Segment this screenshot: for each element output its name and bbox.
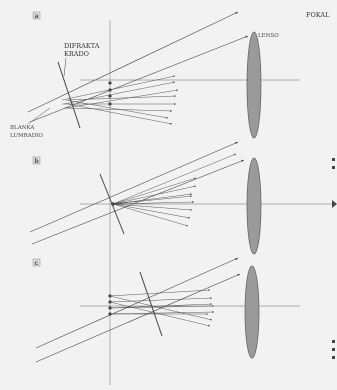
lens-b bbox=[246, 157, 262, 255]
lens-a bbox=[246, 31, 262, 139]
grating-label-line1: DIFRAKTA bbox=[64, 42, 100, 50]
incident-ray-c-2 bbox=[35, 273, 241, 363]
diffracted-ray-b-3 bbox=[112, 185, 197, 205]
panel-tag-b: b bbox=[32, 156, 41, 165]
incident-ray-a-2 bbox=[29, 35, 249, 123]
light-beam-pointer bbox=[27, 107, 51, 125]
edge-mark-c-2 bbox=[332, 348, 335, 351]
grating-label-pointer bbox=[63, 57, 67, 77]
diffracted-ray-b-9 bbox=[112, 195, 193, 205]
lens-label: LENSO bbox=[258, 33, 279, 39]
panel-tag-c-text: c bbox=[35, 260, 39, 267]
edge-mark-a-1 bbox=[332, 158, 335, 161]
focal-plane-label: FOKAL bbox=[306, 11, 330, 19]
grating-label-line2: KRADO bbox=[64, 50, 89, 58]
grating-point-a-3 bbox=[108, 94, 112, 98]
panel-tag-b-text: b bbox=[35, 158, 40, 165]
grating-point-c-4 bbox=[108, 312, 112, 316]
diffracted-ray-c-7 bbox=[109, 303, 213, 309]
incident-ray-c-1 bbox=[35, 257, 239, 349]
diffracted-ray-a-8 bbox=[67, 103, 173, 125]
diffracted-ray-b-8 bbox=[112, 203, 189, 227]
grating-point-a-4 bbox=[108, 102, 112, 106]
panel-tag-a-text: a bbox=[35, 13, 39, 20]
diffracted-ray-a-4 bbox=[67, 95, 177, 101]
grating-point-a-1 bbox=[108, 81, 112, 85]
incident-ray-b-1 bbox=[29, 141, 239, 233]
incident-ray-b-2 bbox=[31, 159, 245, 245]
light-beam-label-line1: BLANKA bbox=[10, 125, 35, 131]
diffraction-grating-c bbox=[139, 271, 163, 337]
edge-marker-b bbox=[332, 200, 337, 208]
diffracted-ray-c-4 bbox=[109, 311, 215, 315]
lens-c bbox=[244, 265, 260, 359]
diffracted-ray-b-1 bbox=[112, 153, 237, 205]
diffracted-ray-a-7 bbox=[65, 99, 169, 119]
diffracted-ray-b-5 bbox=[112, 201, 195, 205]
diffracted-ray-c-2 bbox=[109, 297, 213, 303]
diffracted-ray-c-3 bbox=[109, 305, 215, 309]
grating-point-a-2 bbox=[108, 88, 112, 92]
edge-mark-c-3 bbox=[332, 356, 335, 359]
diffracted-ray-b-4 bbox=[112, 193, 193, 205]
light-beam-label-line2: LUMRADIO bbox=[10, 133, 43, 139]
panel-tag-a: a bbox=[32, 11, 41, 20]
diffraction-grating-a bbox=[57, 61, 81, 129]
panel-a-rays bbox=[27, 11, 335, 169]
grating-point-c-3 bbox=[108, 306, 112, 310]
grating-point-b bbox=[111, 202, 115, 206]
grating-point-c-1 bbox=[108, 294, 112, 298]
diffracted-ray-a-2 bbox=[63, 81, 176, 105]
diffracted-ray-a-1 bbox=[61, 75, 176, 101]
panel-tag-c: c bbox=[32, 258, 41, 267]
diffracted-ray-b-6 bbox=[112, 203, 193, 211]
diffracted-ray-a-3 bbox=[65, 89, 179, 109]
diffracted-ray-b-2 bbox=[112, 177, 197, 205]
grating-point-c-2 bbox=[108, 300, 112, 304]
diffracted-ray-a-6 bbox=[63, 107, 173, 112]
diffracted-ray-b-7 bbox=[112, 203, 191, 219]
edge-mark-c-1 bbox=[332, 340, 335, 343]
diffracted-ray-c-1 bbox=[109, 289, 211, 297]
diffracted-ray-c-5 bbox=[109, 295, 213, 321]
edge-mark-a-2 bbox=[332, 166, 335, 169]
panel-c-rays bbox=[35, 257, 335, 363]
panel-b-rays bbox=[29, 141, 337, 255]
incident-ray-a-1 bbox=[27, 11, 239, 113]
